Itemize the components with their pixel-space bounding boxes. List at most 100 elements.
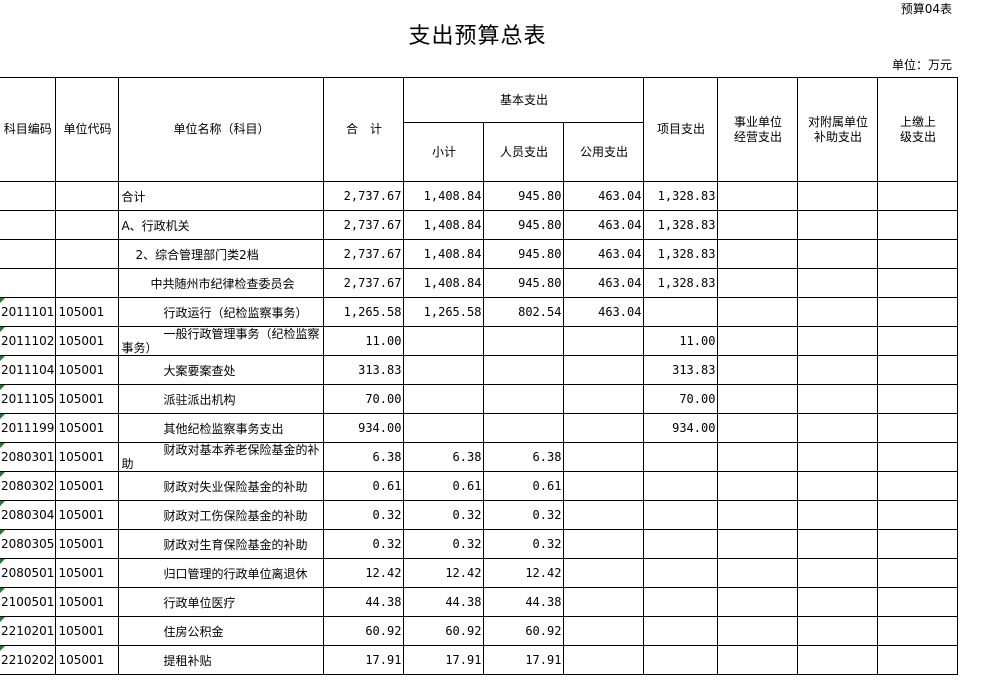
empty-cell <box>797 587 879 617</box>
subtotal-cell <box>403 326 485 356</box>
empty-cell <box>717 471 799 501</box>
table-row: 2080304 105001 财政对工伤保险基金的补助 0.32 0.32 0.32 <box>0 500 959 530</box>
project-cell: 1,328.83 <box>643 239 719 269</box>
subject-code-cell: 2011199 <box>0 413 57 443</box>
subtotal-cell: 1,408.84 <box>403 239 485 269</box>
empty-cell <box>877 500 959 530</box>
project-cell <box>643 297 719 327</box>
empty-cell <box>877 587 959 617</box>
project-cell <box>643 471 719 501</box>
subtotal-cell: 1,265.58 <box>403 297 485 327</box>
table-row: 2011105 105001 派驻派出机构 70.00 70.00 <box>0 384 959 414</box>
unit-name-cell: 行政单位医疗 <box>118 587 325 617</box>
subject-code-cell <box>0 210 57 240</box>
empty-cell <box>877 529 959 559</box>
public-cell <box>563 442 645 472</box>
total-cell: 934.00 <box>323 413 405 443</box>
project-cell <box>643 616 719 646</box>
public-cell: 463.04 <box>563 268 645 298</box>
budget-table: 科目编码 单位代码 单位名称（科目） 合 计 基本支出 项目支出 事业单位经营支… <box>0 77 959 675</box>
empty-cell <box>877 645 959 675</box>
empty-cell <box>717 239 799 269</box>
table-row: 2080305 105001 财政对生育保险基金的补助 0.32 0.32 0.32 <box>0 529 959 559</box>
personnel-cell: 0.32 <box>483 500 565 530</box>
empty-cell <box>717 326 799 356</box>
header-subsidy: 对附属单位补助支出 <box>797 77 879 182</box>
total-cell: 2,737.67 <box>323 210 405 240</box>
empty-cell <box>877 616 959 646</box>
public-cell <box>563 471 645 501</box>
unit-code-cell: 105001 <box>55 297 120 327</box>
subtotal-cell: 1,408.84 <box>403 210 485 240</box>
subject-code-cell: 2080301 <box>0 442 57 472</box>
public-cell <box>563 616 645 646</box>
header-basic: 基本支出 <box>403 77 645 123</box>
table-row: 2100501 105001 行政单位医疗 44.38 44.38 44.38 <box>0 587 959 617</box>
personnel-cell: 44.38 <box>483 587 565 617</box>
empty-cell <box>717 500 799 530</box>
header-unit-name: 单位名称（科目） <box>118 77 325 182</box>
empty-cell <box>717 268 799 298</box>
table-row: 2080301 105001 财政对基本养老保险基金的补助 6.38 6.38 6.38 <box>0 442 959 472</box>
personnel-cell: 12.42 <box>483 558 565 588</box>
subtotal-cell: 17.91 <box>403 645 485 675</box>
total-cell: 11.00 <box>323 326 405 356</box>
table-row: 2011199 105001 其他纪检监察事务支出 934.00 934.00 <box>0 413 959 443</box>
header-public: 公用支出 <box>563 122 645 182</box>
unit-name-cell: 住房公积金 <box>118 616 325 646</box>
header-subtotal: 小计 <box>403 122 485 182</box>
personnel-cell <box>483 384 565 414</box>
table-row: 2080302 105001 财政对失业保险基金的补助 0.61 0.61 0.61 <box>0 471 959 501</box>
subtotal-cell <box>403 413 485 443</box>
subtotal-cell: 60.92 <box>403 616 485 646</box>
unit-code-cell: 105001 <box>55 384 120 414</box>
public-cell: 463.04 <box>563 181 645 211</box>
public-cell <box>563 413 645 443</box>
public-cell <box>563 326 645 356</box>
table-row: 2210202 105001 提租补贴 17.91 17.91 17.91 <box>0 645 959 675</box>
personnel-cell: 0.61 <box>483 471 565 501</box>
table-row: A、行政机关 2,737.67 1,408.84 945.80 463.04 1,328.… <box>0 210 959 240</box>
table-row: 2080501 105001 归口管理的行政单位离退休 12.42 12.42 12.42 <box>0 558 959 588</box>
personnel-cell: 6.38 <box>483 442 565 472</box>
empty-cell <box>877 471 959 501</box>
unit-name-cell: 一般行政管理事务（纪检监察事务） <box>118 326 325 356</box>
empty-cell <box>877 558 959 588</box>
subject-code-cell: 2011101 <box>0 297 57 327</box>
empty-cell <box>717 297 799 327</box>
unit-code-cell: 105001 <box>55 500 120 530</box>
empty-cell <box>877 355 959 385</box>
unit-code-cell: 105001 <box>55 616 120 646</box>
empty-cell <box>877 181 959 211</box>
page-title: 支出预算总表 <box>408 24 547 49</box>
total-cell: 12.42 <box>323 558 405 588</box>
empty-cell <box>717 645 799 675</box>
public-cell <box>563 645 645 675</box>
total-cell: 0.32 <box>323 500 405 530</box>
unit-name-cell: 归口管理的行政单位离退休 <box>118 558 325 588</box>
unit-name-cell: 派驻派出机构 <box>118 384 325 414</box>
table-row: 2011102 105001 一般行政管理事务（纪检监察事务） 11.00 11.00 <box>0 326 959 356</box>
subject-code-cell <box>0 181 57 211</box>
empty-cell <box>717 181 799 211</box>
subtotal-cell: 0.32 <box>403 529 485 559</box>
subject-code-cell: 2080501 <box>0 558 57 588</box>
empty-cell <box>877 210 959 240</box>
public-cell <box>563 500 645 530</box>
empty-cell <box>717 529 799 559</box>
empty-cell <box>797 413 879 443</box>
personnel-cell <box>483 413 565 443</box>
subtotal-cell: 1,408.84 <box>403 181 485 211</box>
unit-code-cell: 105001 <box>55 355 120 385</box>
total-cell: 60.92 <box>323 616 405 646</box>
table-row: 2、综合管理部门类2档 2,737.67 1,408.84 945.80 463.04 1… <box>0 239 959 269</box>
personnel-cell: 945.80 <box>483 181 565 211</box>
empty-cell <box>877 297 959 327</box>
unit-code-cell <box>55 210 120 240</box>
total-cell: 2,737.67 <box>323 239 405 269</box>
table-row: 2011101 105001 行政运行（纪检监察事务） 1,265.58 1,265.5… <box>0 297 959 327</box>
unit-code-cell: 105001 <box>55 558 120 588</box>
public-cell <box>563 558 645 588</box>
unit-label: 单位：万元 <box>891 58 952 72</box>
unit-code-cell <box>55 268 120 298</box>
